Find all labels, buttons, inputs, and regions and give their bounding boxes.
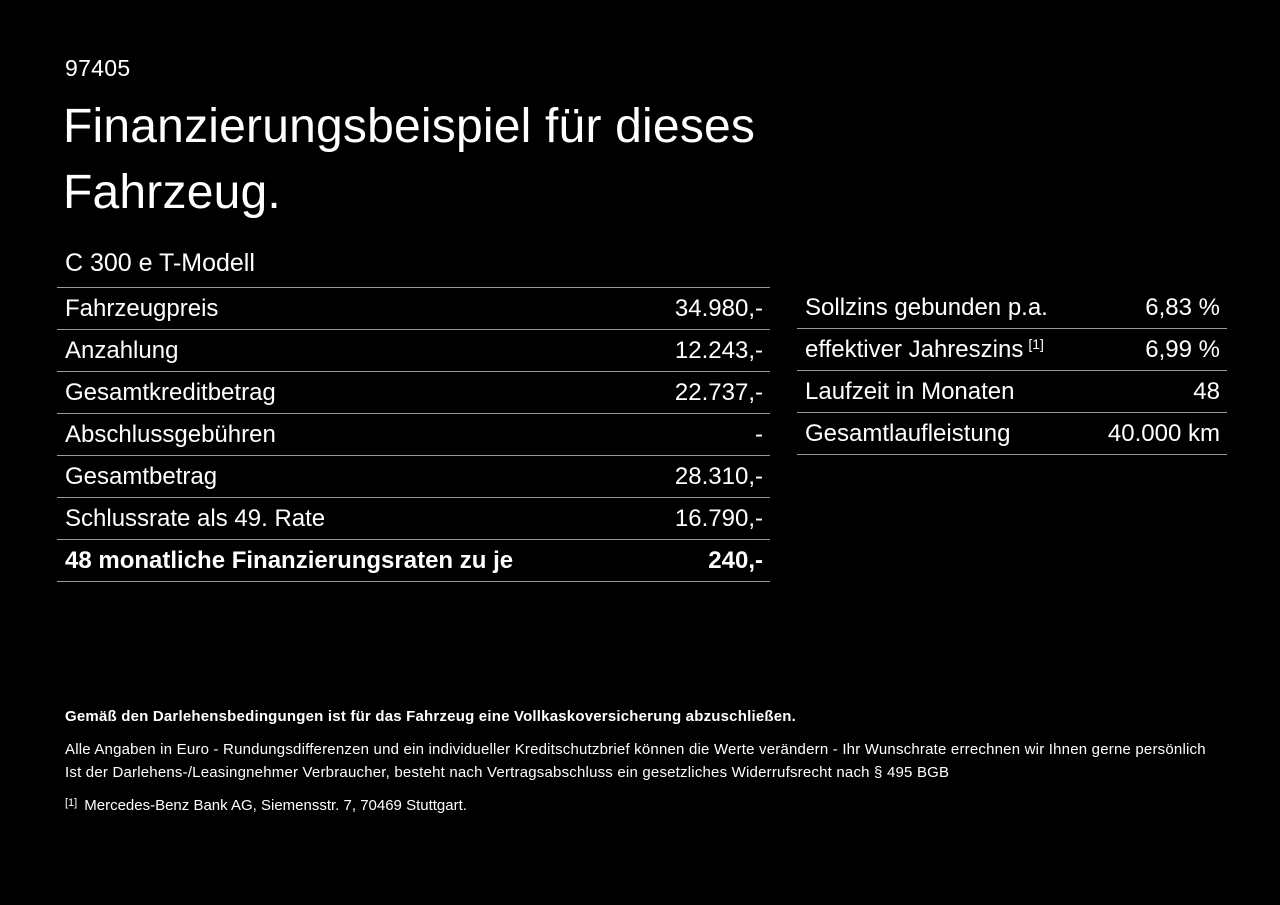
row-value: 12.243,- (674, 336, 763, 364)
conditions-table: Sollzins gebunden p.a. 6,83 % effektiver… (797, 287, 1227, 455)
row-label: Schlussrate als 49. Rate (65, 504, 326, 532)
row-value: 6,83 % (1145, 293, 1220, 321)
row-value: 48 (1193, 377, 1220, 405)
row-label: Abschlussgebühren (65, 420, 276, 448)
row-label: Anzahlung (65, 336, 179, 364)
row-label: Laufzeit in Monaten (805, 377, 1015, 405)
page-title-line-1: Finanzierungsbeispiel für dieses (63, 100, 756, 153)
row-label: effektiver Jahreszins [1] (805, 336, 1044, 363)
finance-row-abschlussgebuehren: Abschlussgebühren - (57, 414, 770, 456)
row-value: 40.000 km (1107, 419, 1220, 447)
finance-row-gesamtkreditbetrag: Gesamtkreditbetrag 22.737,- (57, 372, 770, 414)
footer-note-2: Ist der Darlehens-/Leasingnehmer Verbrau… (65, 764, 950, 781)
finance-row-schlussrate: Schlussrate als 49. Rate 16.790,- (57, 498, 770, 540)
vehicle-model: C 300 e T-Modell (65, 249, 255, 277)
row-label: Gesamtlaufleistung (805, 419, 1011, 447)
footnote-marker: [1] (65, 797, 78, 809)
footer-insurance-note: Gemäß den Darlehensbedingungen ist für d… (65, 708, 796, 725)
footer-footnote: [1] Mercedes-Benz Bank AG, Siemensstr. 7,… (65, 797, 1225, 814)
row-label: Gesamtkreditbetrag (65, 378, 276, 406)
finance-row-fahrzeugpreis: Fahrzeugpreis 34.980,- (57, 288, 770, 330)
footer-notes: Gemäß den Darlehensbedingungen ist für d… (65, 708, 1225, 814)
row-value: 16.790,- (674, 504, 763, 532)
row-label: 48 monatliche Finanzierungsraten zu je (65, 546, 514, 574)
row-value: 6,99 % (1145, 335, 1220, 363)
footer-note-1: Alle Angaben in Euro - Rundungsdifferenz… (65, 741, 1206, 758)
row-label: Sollzins gebunden p.a. (805, 293, 1048, 321)
footnote-text: Mercedes-Benz Bank AG, Siemensstr. 7, 70… (84, 797, 467, 814)
row-label: Gesamtbetrag (65, 462, 218, 490)
page-title: Finanzierungsbeispiel für dieses Fahrzeu… (63, 94, 755, 226)
condition-row-laufzeit: Laufzeit in Monaten 48 (797, 371, 1227, 413)
finance-row-anzahlung: Anzahlung 12.243,- (57, 330, 770, 372)
footnote-marker: [1] (1028, 336, 1044, 352)
row-value: 34.980,- (674, 294, 763, 322)
finance-row-gesamtbetrag: Gesamtbetrag 28.310,- (57, 456, 770, 498)
condition-row-effektiver-jahreszins: effektiver Jahreszins [1] 6,99 % (797, 329, 1227, 371)
finance-row-monatsrate: 48 monatliche Finanzierungsraten zu je 2… (57, 540, 770, 582)
row-label: Fahrzeugpreis (65, 294, 219, 322)
row-value: 240,- (708, 546, 763, 574)
row-value: - (755, 420, 763, 448)
page-title-line-2: Fahrzeug. (63, 166, 281, 219)
row-value: 28.310,- (674, 462, 763, 490)
condition-row-sollzins: Sollzins gebunden p.a. 6,83 % (797, 287, 1227, 329)
row-value: 22.737,- (674, 378, 763, 406)
finance-table: Fahrzeugpreis 34.980,- Anzahlung 12.243,… (57, 287, 770, 582)
condition-row-gesamtlaufleistung: Gesamtlaufleistung 40.000 km (797, 413, 1227, 455)
listing-id: 97405 (65, 55, 131, 81)
